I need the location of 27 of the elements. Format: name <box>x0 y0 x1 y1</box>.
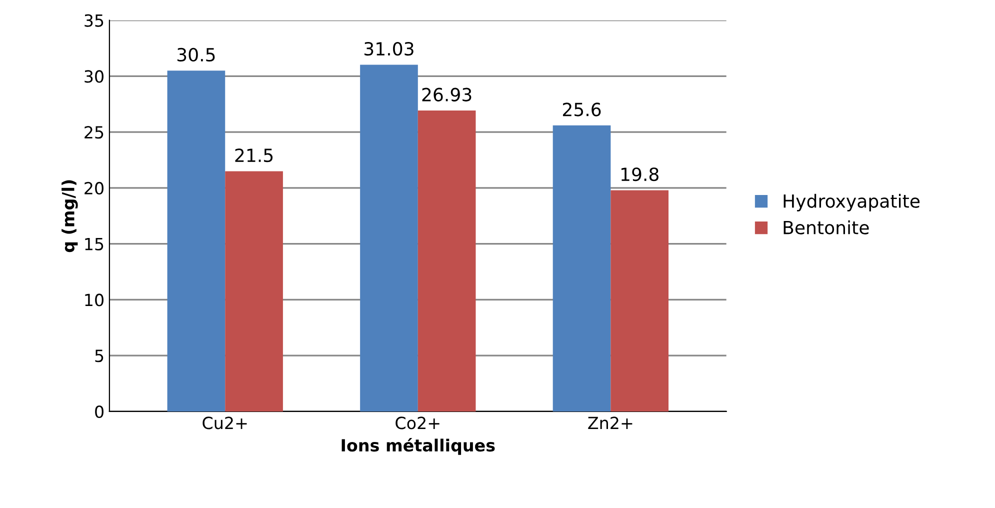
y-tick-label: 30 <box>84 70 104 83</box>
x-tick-label: Zn2+ <box>588 416 632 430</box>
y-tick-label: 10 <box>85 294 104 306</box>
legend-label: Hydroxyapatite <box>784 194 920 212</box>
data-label: 19.8 <box>621 167 658 182</box>
y-tick-label: 25 <box>84 126 104 139</box>
bar <box>167 70 226 412</box>
y-tick-label: 0 <box>95 405 104 418</box>
data-label: 25.6 <box>562 102 601 116</box>
x-axis-title: Ions métalliques <box>342 438 495 455</box>
bar <box>610 190 669 412</box>
legend-label: Bentonite <box>784 220 869 234</box>
y-tick-label: 15 <box>85 238 104 250</box>
y-tick-label: 5 <box>95 350 104 362</box>
y-axis-title: q (mg/l) <box>62 180 78 252</box>
y-tick-label: 20 <box>84 182 104 195</box>
bar <box>552 125 611 412</box>
data-label: 31.03 <box>364 42 414 56</box>
bar <box>360 64 418 412</box>
bar <box>418 110 476 412</box>
x-tick-label: Co2+ <box>396 416 440 430</box>
x-tick-label: Cu2+ <box>202 416 247 430</box>
data-label: 21.5 <box>235 148 273 162</box>
data-label: 30.5 <box>177 48 215 62</box>
data-label: 26.93 <box>422 88 472 102</box>
bar <box>225 171 283 412</box>
y-tick-label: 35 <box>84 14 104 27</box>
